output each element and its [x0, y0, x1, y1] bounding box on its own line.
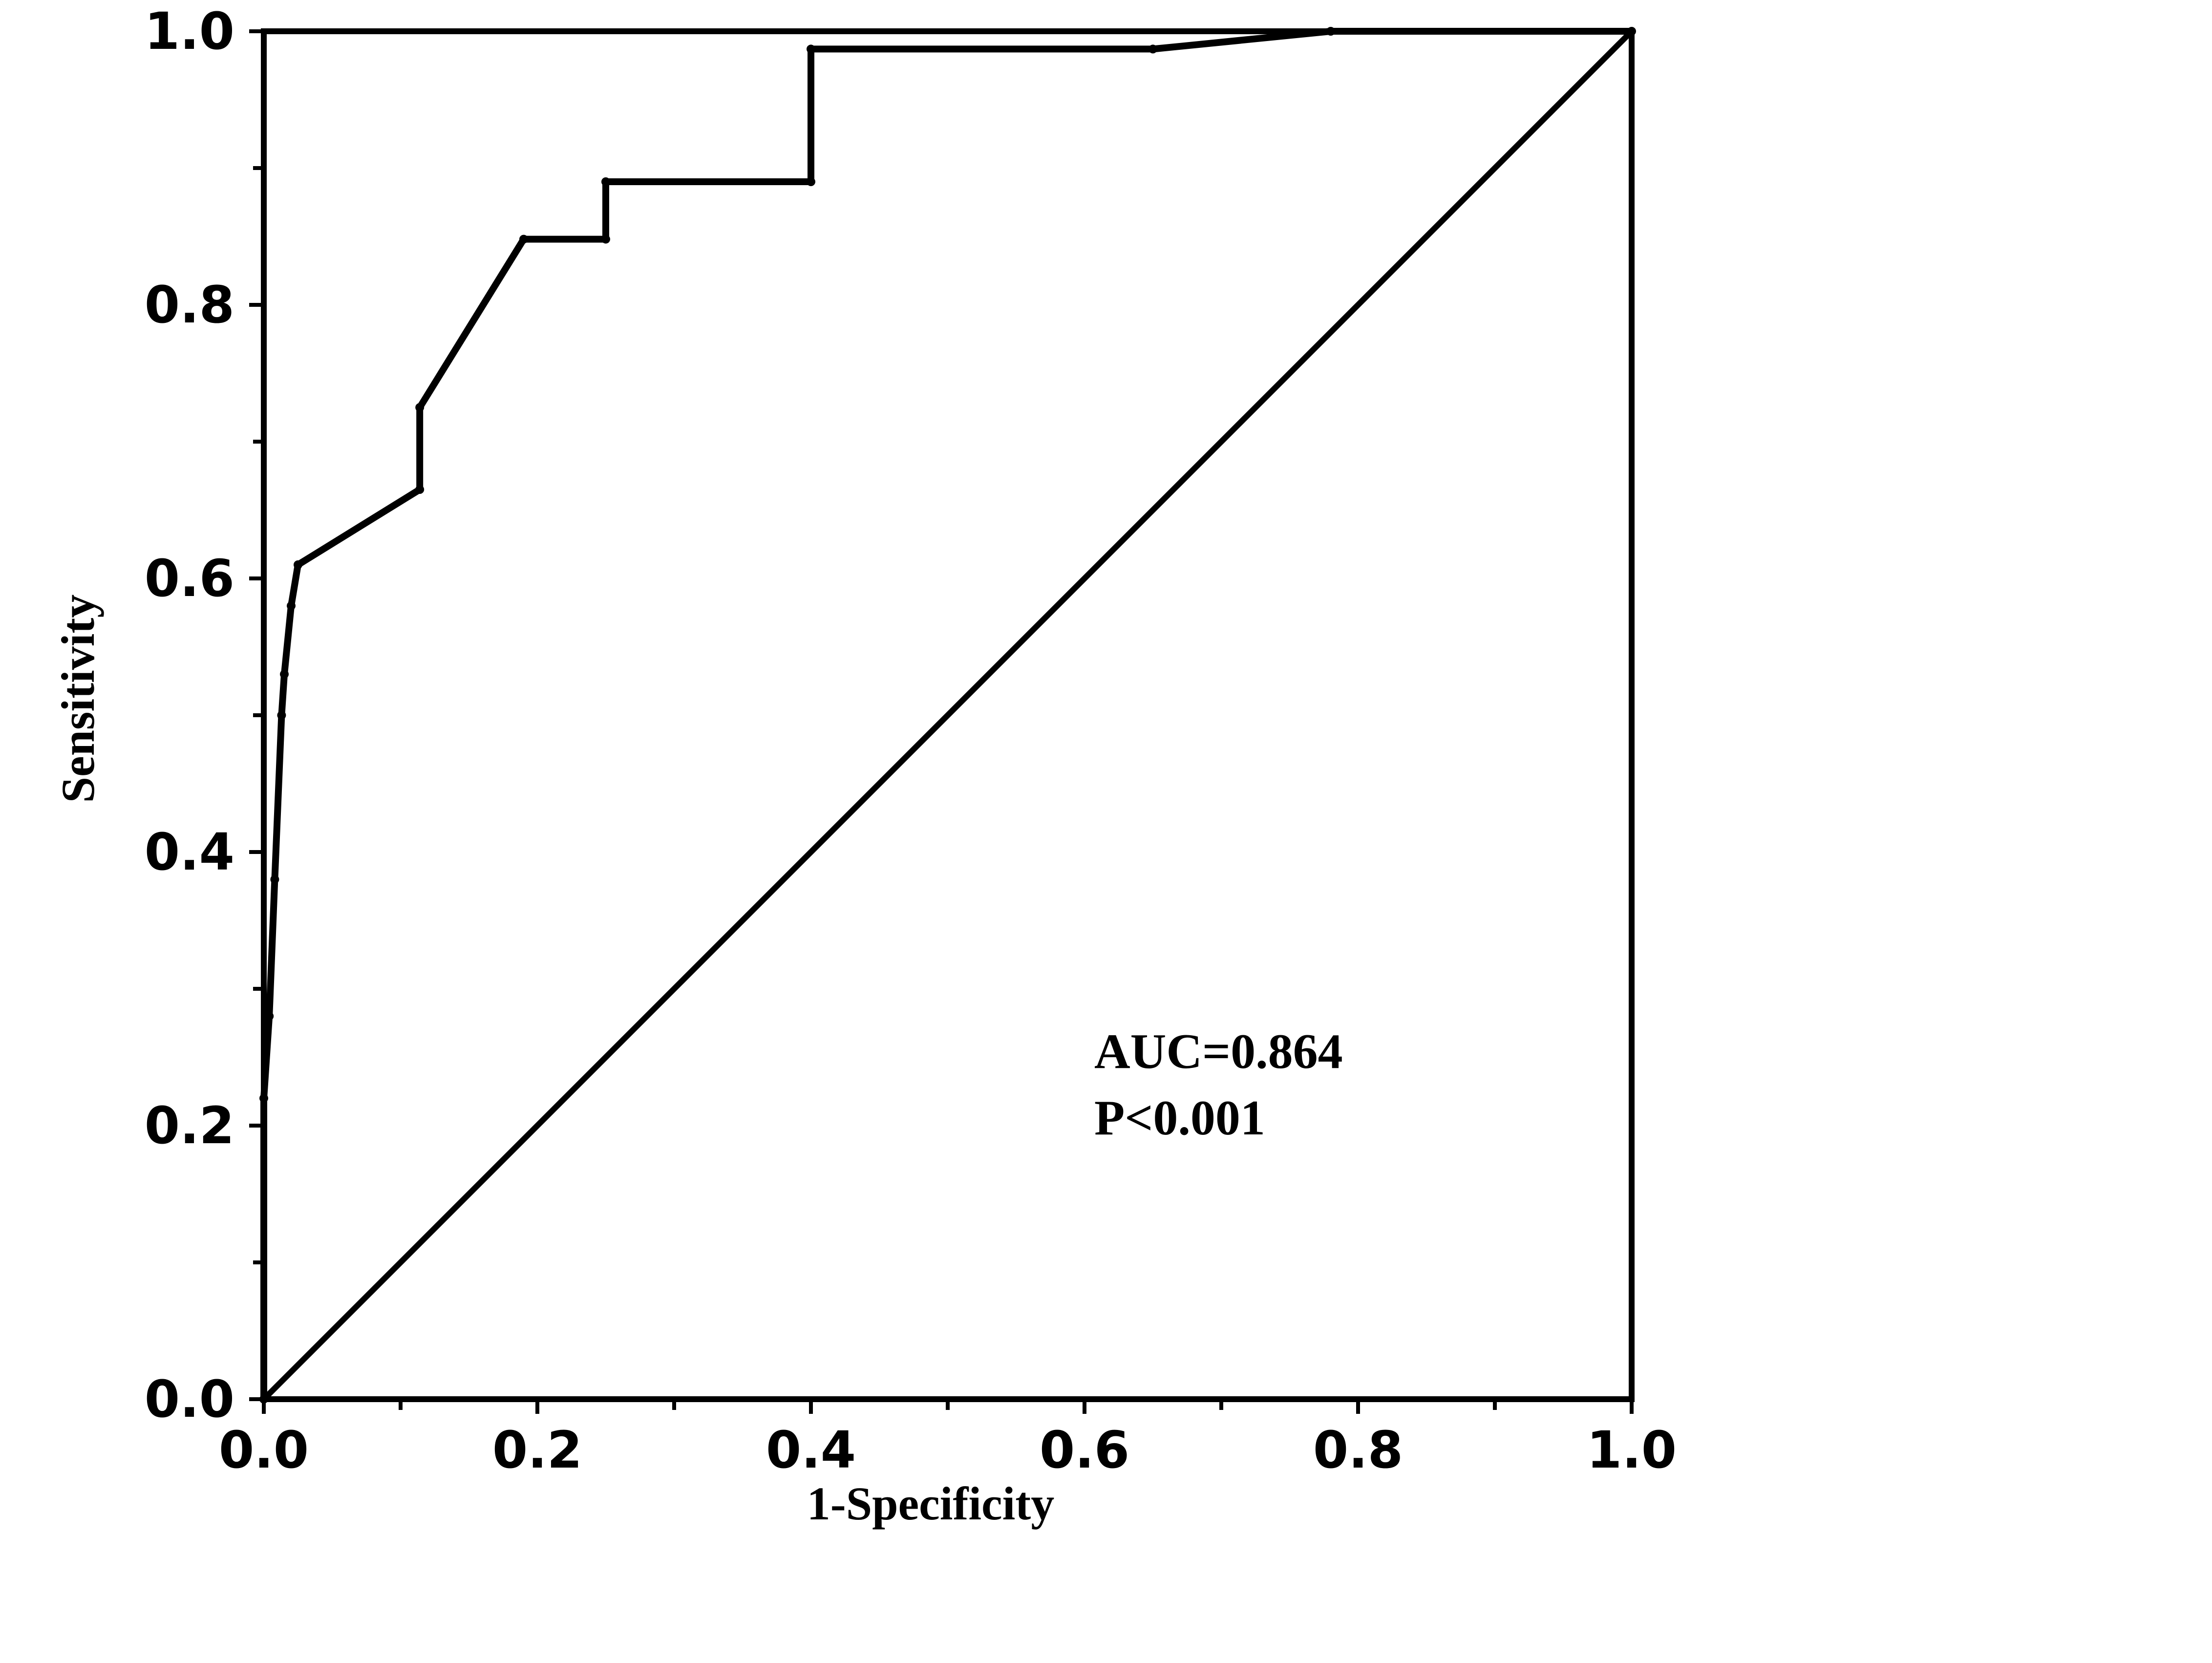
roc-point [1627, 27, 1636, 36]
y-axis-title: Sensitivity [52, 595, 104, 803]
y-tick-label: 0.6 [145, 549, 234, 608]
roc-point [259, 1094, 268, 1103]
roc-point [601, 235, 610, 244]
x-tick-label: 0.6 [1040, 1420, 1129, 1480]
x-axis-title: 1-Specificity [807, 1477, 1055, 1530]
roc-point [1326, 27, 1335, 36]
roc-point [519, 235, 528, 244]
x-tick-label: 1.0 [1587, 1420, 1677, 1480]
auc-annotation: AUC=0.864 [1094, 1024, 1343, 1079]
roc-point [280, 670, 289, 679]
x-tick-label: 0.4 [766, 1420, 856, 1480]
y-tick-label: 1.0 [145, 1, 234, 61]
roc-point [807, 44, 815, 54]
y-tick-label: 0.0 [145, 1369, 234, 1429]
roc-point [277, 711, 286, 720]
roc-point [265, 1012, 274, 1021]
y-tick-label: 0.8 [145, 275, 234, 335]
y-tick-label: 0.2 [145, 1096, 234, 1155]
y-tick-label: 0.4 [145, 822, 234, 882]
roc-point [287, 601, 296, 610]
roc-point [1149, 44, 1157, 54]
labels-layer: 0.0 0.2 0.4 0.6 0.8 1.0 0.0 0.2 0.4 0.6 0.8 1.0 [145, 1, 1677, 1480]
series-layer [259, 27, 1636, 1404]
ticks-layer [249, 29, 1634, 1414]
roc-point [415, 485, 425, 494]
x-tick-label: 0.2 [492, 1420, 582, 1480]
reference-diagonal-line [261, 28, 1635, 1402]
x-tick-label: 0.0 [219, 1420, 309, 1480]
roc-point [415, 403, 425, 412]
roc-point [270, 875, 279, 884]
roc-point [807, 177, 815, 186]
p-value-annotation: P<0.001 [1094, 1090, 1265, 1146]
roc-point [601, 177, 610, 186]
roc-curve-line [260, 28, 1635, 1403]
x-tick-label: 0.8 [1313, 1420, 1403, 1480]
roc-point [294, 560, 302, 569]
